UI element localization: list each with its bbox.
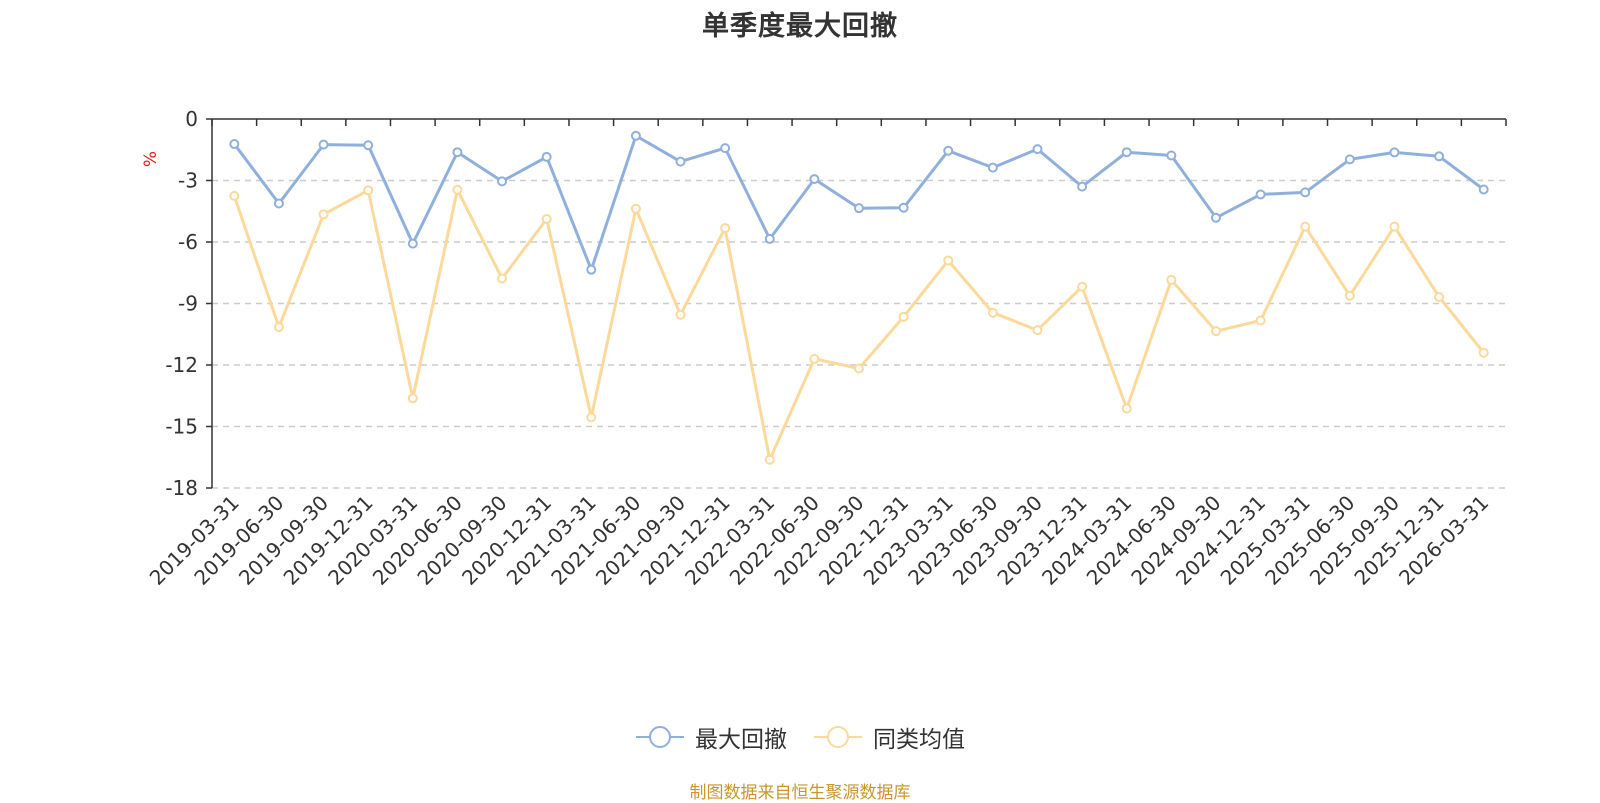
- data-point: [541, 214, 552, 225]
- data-point: [1210, 326, 1221, 337]
- data-point: [630, 203, 641, 214]
- y-tick-label: -12: [165, 353, 198, 377]
- data-point: [1210, 212, 1221, 223]
- data-point: [363, 185, 374, 196]
- data-point: [1032, 325, 1043, 336]
- data-point: [1077, 281, 1088, 292]
- line-chart: 0-3-6-9-12-15-18%2019-03-312019-06-30201…: [141, 107, 1507, 590]
- data-point: [318, 209, 329, 220]
- data-point: [1077, 181, 1088, 192]
- y-tick-label: -15: [165, 415, 198, 439]
- source-note: 制图数据来自恒生聚源数据库: [689, 783, 911, 803]
- legend-item-0[interactable]: 最大回撤: [635, 720, 787, 754]
- data-point: [452, 184, 463, 195]
- data-point: [854, 203, 864, 214]
- data-point: [1255, 189, 1266, 200]
- data-point: [1032, 144, 1043, 155]
- data-point: [229, 190, 240, 201]
- data-point: [898, 311, 909, 322]
- grid-lines: [212, 179, 1506, 489]
- data-point: [720, 223, 731, 234]
- legend-label: 同类均值: [873, 727, 965, 753]
- series-line-1: [232, 188, 1486, 462]
- legend-item-1[interactable]: 同类均值: [813, 720, 965, 754]
- data-point: [1344, 290, 1355, 301]
- y-tick-label: -9: [178, 292, 198, 316]
- data-point: [407, 238, 418, 249]
- data-point: [675, 309, 686, 320]
- series-line-0: [232, 134, 1486, 272]
- legend-label: 最大回撤: [695, 727, 787, 753]
- data-point: [854, 363, 864, 374]
- chart-title: 单季度最大回撤: [702, 11, 898, 42]
- data-point: [720, 143, 731, 154]
- data-point: [1389, 147, 1400, 158]
- data-point: [1121, 147, 1132, 158]
- data-point: [1166, 150, 1177, 161]
- axes: [206, 118, 1507, 489]
- data-point: [1389, 221, 1400, 232]
- data-point: [1478, 184, 1489, 195]
- data-point: [943, 145, 954, 156]
- data-point: [1344, 154, 1355, 165]
- data-point: [363, 140, 374, 151]
- data-point: [1121, 403, 1132, 414]
- legend-marker-icon: [636, 726, 684, 748]
- data-point: [1255, 315, 1266, 326]
- data-point: [1434, 151, 1445, 162]
- data-point: [318, 139, 329, 150]
- data-point: [1300, 187, 1311, 198]
- series-lines: [229, 130, 1489, 465]
- data-point: [630, 130, 641, 141]
- data-point: [898, 202, 909, 213]
- data-point: [273, 198, 284, 209]
- legend: 最大回撤 同类均值: [0, 720, 1600, 754]
- data-point: [809, 174, 820, 185]
- data-point: [1434, 291, 1445, 302]
- y-tick-label: -18: [165, 476, 198, 500]
- data-point: [497, 273, 508, 284]
- data-point: [987, 162, 998, 173]
- data-point: [987, 307, 998, 318]
- legend-marker-icon: [814, 726, 862, 748]
- data-point: [407, 393, 418, 404]
- data-point: [1166, 274, 1177, 285]
- data-point: [541, 151, 552, 162]
- y-tick-label: -6: [178, 230, 198, 254]
- data-point: [497, 176, 508, 187]
- data-point: [452, 147, 463, 158]
- data-point: [273, 322, 284, 333]
- data-point: [764, 454, 775, 465]
- data-point: [809, 353, 820, 364]
- data-point: [586, 412, 597, 423]
- data-point: [1300, 221, 1311, 232]
- y-tick-label: 0: [185, 107, 198, 131]
- data-point: [764, 233, 775, 244]
- data-point: [229, 139, 240, 150]
- y-tick-label: -3: [178, 169, 198, 193]
- data-point: [675, 156, 686, 167]
- y-axis-label: %: [141, 151, 161, 167]
- data-point: [943, 255, 954, 266]
- data-point: [586, 264, 597, 275]
- data-point: [1478, 347, 1489, 358]
